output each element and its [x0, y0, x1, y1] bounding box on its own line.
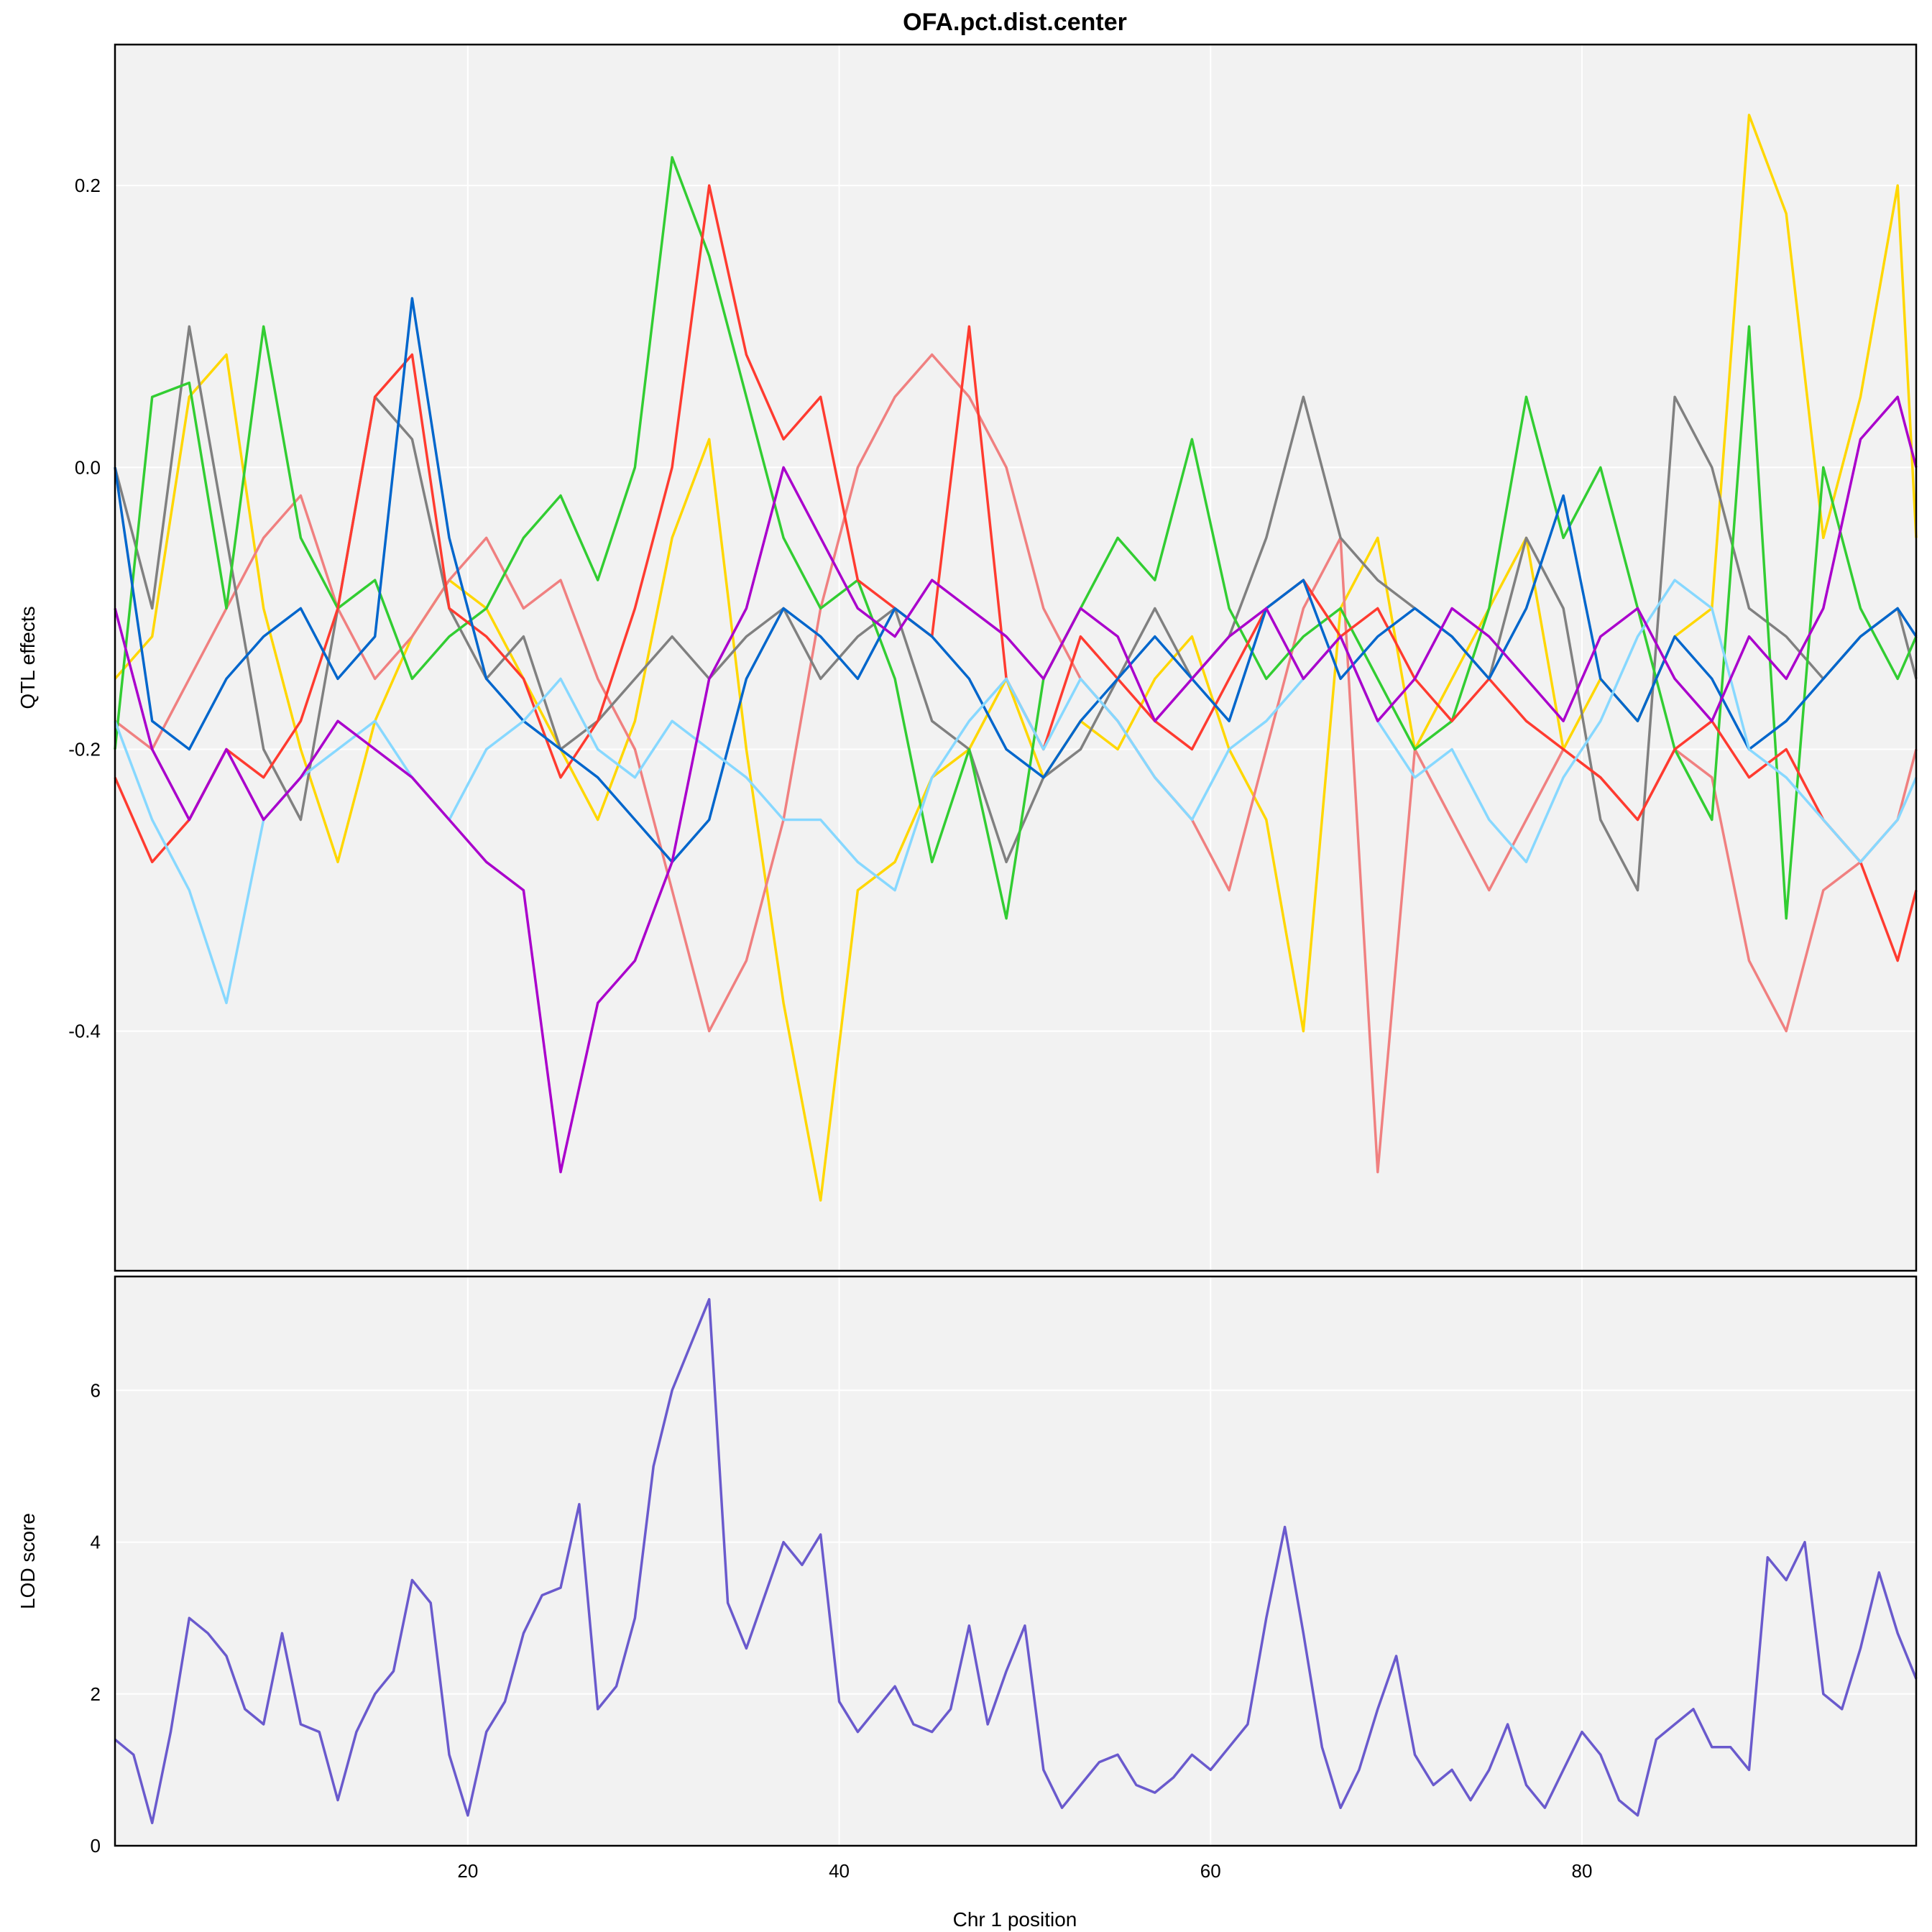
lod-panel: 0 2 4 6 20 40 60 80 LOD score Chr 1 position	[17, 1275, 1918, 1931]
effects-y-tick-label: -0.2	[68, 738, 101, 760]
lod-x-tick-labels: 20 40 60 80	[457, 1860, 1592, 1882]
lod-y-axis-label: LOD score	[17, 1513, 39, 1609]
lod-y-tick-labels: 0 2 4 6	[91, 1379, 101, 1857]
lod-plot-border	[114, 1275, 1918, 1847]
x-tick-label: 80	[1572, 1860, 1593, 1882]
effects-series-line-8	[114, 395, 1918, 1174]
lod-y-tick-label: 2	[91, 1683, 101, 1705]
effects-gridlines	[115, 45, 1916, 1271]
lod-y-tick-label: 4	[91, 1532, 101, 1553]
lod-series-line-1	[114, 1297, 1918, 1825]
x-tick-label: 40	[829, 1860, 850, 1882]
lod-y-tick-label: 6	[91, 1379, 101, 1401]
lod-plot-background	[115, 1276, 1916, 1846]
effects-plot-border	[114, 43, 1918, 1272]
lod-series-group	[114, 1297, 1918, 1825]
effects-y-axis-label: QTL effects	[17, 606, 39, 709]
chart-title: OFA.pct.dist.center	[903, 9, 1127, 36]
x-tick-label: 20	[457, 1860, 478, 1882]
effects-y-tick-labels: 0.2 0.0 -0.2 -0.4	[68, 175, 101, 1042]
x-tick-label: 60	[1200, 1860, 1221, 1882]
effects-series-line-6	[114, 297, 1918, 864]
effects-series-line-3	[114, 325, 1918, 892]
effects-y-tick-label: 0.2	[75, 175, 101, 196]
effects-plot-background	[115, 45, 1916, 1271]
effects-series-line-4	[114, 156, 1918, 920]
effects-series-group	[114, 114, 1918, 1202]
lod-y-tick-label: 0	[91, 1835, 101, 1857]
x-axis-label: Chr 1 position	[953, 1908, 1077, 1931]
effects-y-tick-label: -0.4	[68, 1021, 101, 1042]
effects-panel: 0.2 0.0 -0.2 -0.4 QTL effects	[17, 43, 1918, 1272]
effects-y-tick-label: 0.0	[75, 456, 101, 478]
